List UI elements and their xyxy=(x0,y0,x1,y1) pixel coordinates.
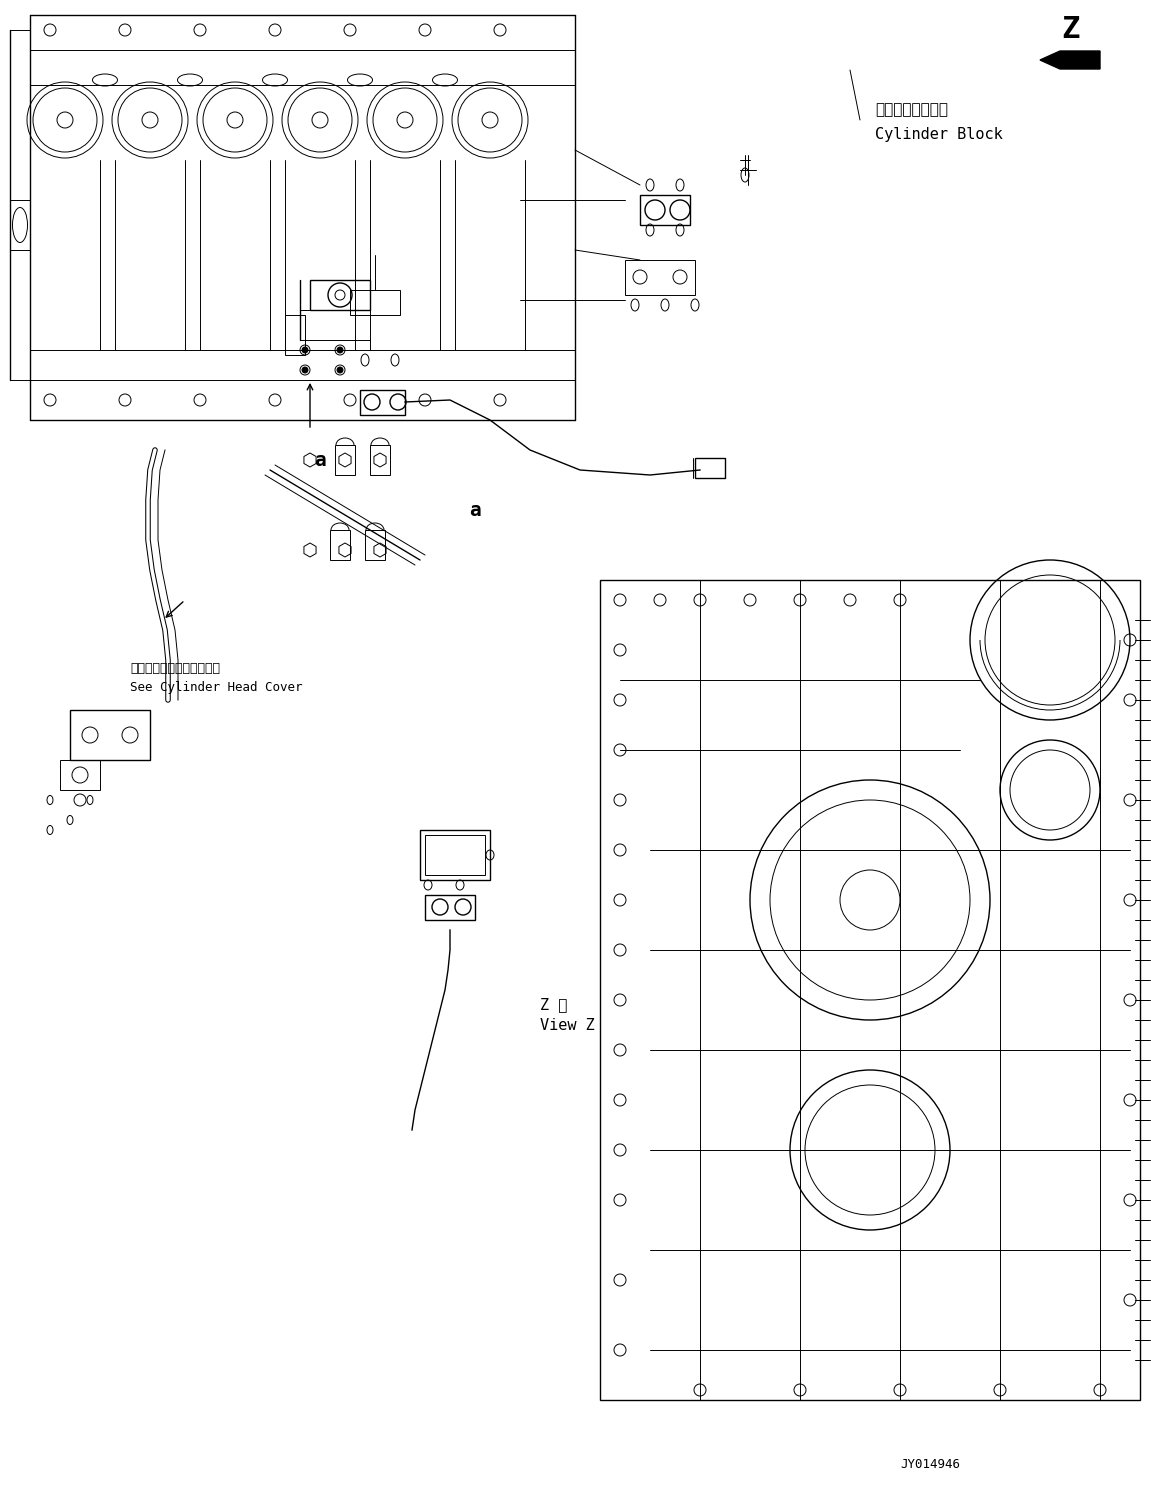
Text: Z: Z xyxy=(1061,15,1080,45)
Bar xyxy=(365,529,384,561)
Text: a: a xyxy=(470,501,481,519)
Bar xyxy=(330,529,350,561)
Text: a: a xyxy=(314,450,326,470)
Bar xyxy=(350,291,401,315)
Bar xyxy=(625,259,695,295)
Bar xyxy=(285,315,305,355)
Bar xyxy=(310,280,369,310)
Bar xyxy=(335,444,355,476)
Text: Cylinder Block: Cylinder Block xyxy=(875,128,1003,143)
Text: JY014946: JY014946 xyxy=(900,1458,960,1472)
Bar xyxy=(695,458,725,479)
Text: View Z: View Z xyxy=(540,1017,595,1032)
Bar xyxy=(425,835,485,875)
Text: シリンダヘッドカバー参照: シリンダヘッドカバー参照 xyxy=(130,662,220,674)
Bar xyxy=(369,444,390,476)
Bar xyxy=(60,760,100,790)
FancyArrow shape xyxy=(1041,51,1100,69)
Bar xyxy=(425,895,475,920)
Circle shape xyxy=(302,367,308,373)
Circle shape xyxy=(337,367,343,373)
Circle shape xyxy=(337,347,343,353)
Text: See Cylinder Head Cover: See Cylinder Head Cover xyxy=(130,681,303,695)
Bar xyxy=(640,195,689,225)
Bar xyxy=(420,830,490,880)
Bar xyxy=(360,391,405,414)
Bar xyxy=(600,580,1139,1400)
Circle shape xyxy=(302,347,308,353)
Text: シリンダブロック: シリンダブロック xyxy=(875,103,948,118)
Bar xyxy=(70,710,150,760)
Text: Z 視: Z 視 xyxy=(540,997,567,1012)
